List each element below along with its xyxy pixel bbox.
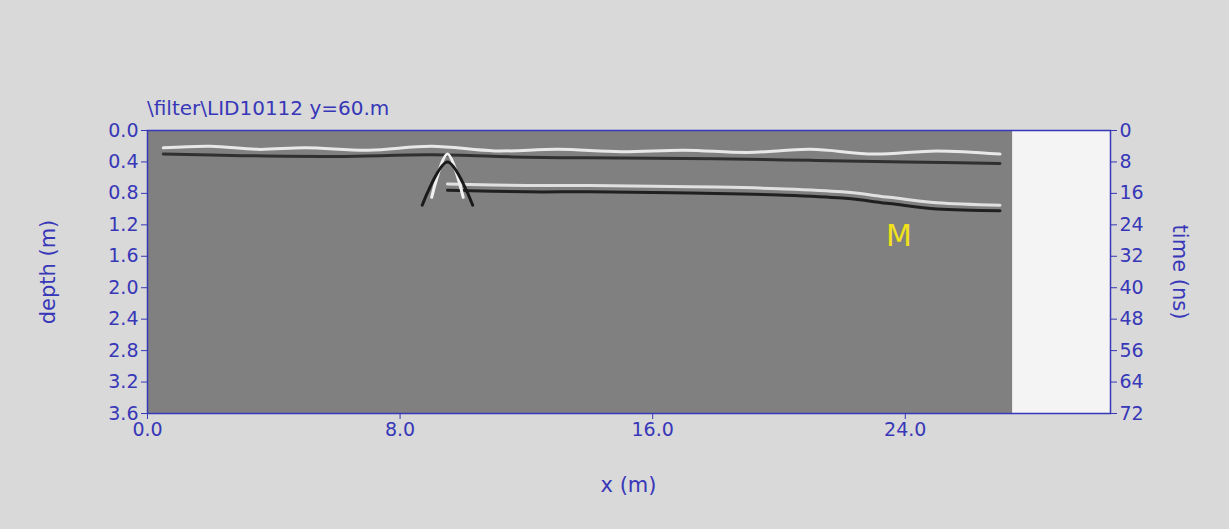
svg-text:0: 0: [1120, 119, 1132, 141]
svg-text:0.0: 0.0: [108, 119, 138, 141]
html-text:time (ns): time (ns): [1168, 224, 1192, 319]
svg-text:M: M: [886, 218, 912, 253]
svg-text:2.0: 2.0: [108, 276, 138, 298]
svg-text:8.0: 8.0: [385, 418, 415, 440]
svg-text:2.4: 2.4: [108, 307, 138, 329]
svg-text:2.8: 2.8: [108, 339, 138, 361]
svg-text:3.2: 3.2: [108, 370, 138, 392]
html-text:x (m): x (m): [600, 473, 657, 497]
svg-text:32: 32: [1120, 244, 1144, 266]
svg-text:1.2: 1.2: [108, 213, 138, 235]
svg-text:24.0: 24.0: [884, 418, 926, 440]
svg-text:16.0: 16.0: [632, 418, 674, 440]
svg-text:8: 8: [1120, 150, 1132, 172]
svg-text:56: 56: [1120, 339, 1144, 361]
svg-text:0.8: 0.8: [108, 181, 138, 203]
svg-text:64: 64: [1120, 370, 1144, 392]
svg-text:1.6: 1.6: [108, 244, 138, 266]
svg-text:0.4: 0.4: [108, 150, 138, 172]
svg-text:40: 40: [1120, 276, 1144, 298]
svg-text:3.6: 3.6: [108, 402, 138, 424]
svg-text:48: 48: [1120, 307, 1144, 329]
html-text:depth (m): depth (m): [36, 219, 60, 324]
svg-text:72: 72: [1120, 402, 1144, 424]
html-text:\filter\LID10112 y=60.m: \filter\LID10112 y=60.m: [147, 96, 390, 120]
svg-text:24: 24: [1120, 213, 1144, 235]
svg-text:0.0: 0.0: [132, 418, 163, 440]
svg-text:16: 16: [1120, 181, 1144, 203]
